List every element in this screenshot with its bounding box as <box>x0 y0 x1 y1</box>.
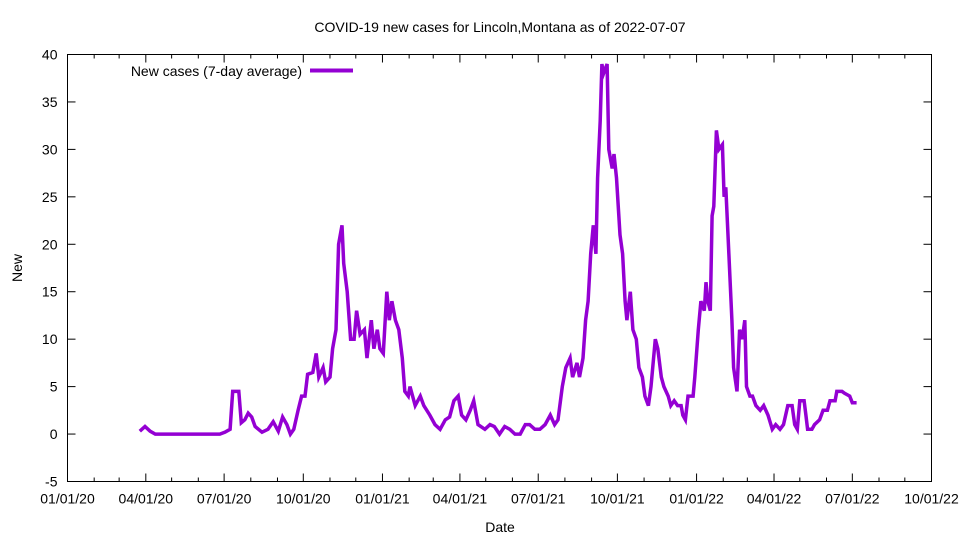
x-tick-label: 10/01/20 <box>276 491 331 507</box>
x-tick-label: 10/01/22 <box>904 491 959 507</box>
series-line <box>138 63 857 438</box>
x-tick-label: 07/01/22 <box>825 491 880 507</box>
y-tick-label: 35 <box>42 94 58 110</box>
y-tick-label: 10 <box>42 331 58 347</box>
y-tick-label: 15 <box>42 284 58 300</box>
x-tick-label: 01/01/22 <box>669 491 724 507</box>
series-layer <box>138 63 857 438</box>
chart-title: COVID-19 new cases for Lincoln,Montana a… <box>314 19 685 35</box>
plot-frame <box>67 54 932 482</box>
y-tick-label: 40 <box>42 47 58 63</box>
axis-ticks: -5 0 5 10 15 20 25 30 35 40 01/01/20 04/01/20 07/01/… <box>40 47 959 507</box>
x-tick-label: 10/01/21 <box>590 491 645 507</box>
y-axis-label: New <box>9 253 25 282</box>
x-tick-label: 01/01/20 <box>40 491 95 507</box>
x-tick-label: 01/01/21 <box>355 491 410 507</box>
y-tick-label: 25 <box>42 189 58 205</box>
y-tick-label: 20 <box>42 236 58 252</box>
x-tick-label: 07/01/20 <box>197 491 252 507</box>
y-tick-label: 30 <box>42 141 58 157</box>
legend: New cases (7-day average) <box>131 63 353 79</box>
x-tick-label: 07/01/21 <box>511 491 566 507</box>
legend-label: New cases (7-day average) <box>131 63 302 79</box>
x-tick-label: 04/01/22 <box>747 491 802 507</box>
y-tick-label: 0 <box>50 426 58 442</box>
y-tick-label: -5 <box>45 474 58 490</box>
x-tick-label: 04/01/20 <box>119 491 174 507</box>
x-axis-label: Date <box>485 519 515 535</box>
y-tick-label: 5 <box>50 379 58 395</box>
x-tick-label: 04/01/21 <box>433 491 488 507</box>
